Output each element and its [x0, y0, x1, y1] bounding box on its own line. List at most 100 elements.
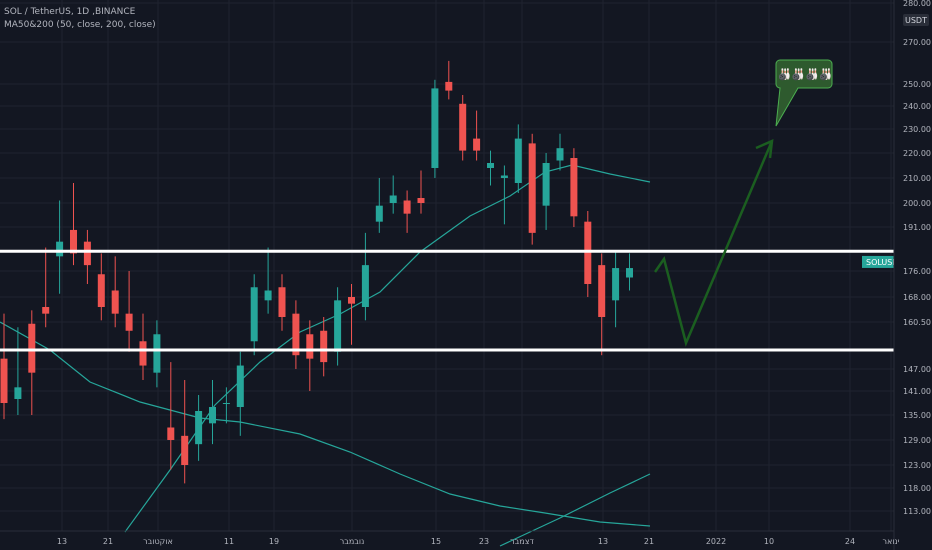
- time-tick-label: 10: [764, 537, 774, 546]
- symbol-title[interactable]: SOL / TetherUS, 1D ,BINANCE: [4, 7, 136, 17]
- time-tick-label: 21: [103, 537, 113, 546]
- price-tick-label: 200.00: [903, 199, 931, 208]
- candle-body: [361, 265, 369, 307]
- time-tick-label: 15: [431, 537, 441, 546]
- time-tick-label: אוקטובר: [143, 537, 173, 546]
- price-tick-label: 123.00: [903, 461, 931, 470]
- time-tick-label: 13: [598, 537, 608, 546]
- currency-badge[interactable]: [903, 14, 929, 26]
- candle-body: [626, 268, 633, 278]
- candle-body: [473, 138, 481, 151]
- candle-body: [375, 205, 383, 222]
- candle-body: [598, 265, 606, 317]
- candle-body: [264, 290, 272, 301]
- indicator-title[interactable]: MA50&200 (50, close, 200, close): [4, 20, 156, 30]
- candle-body: [0, 358, 8, 403]
- price-tick-label: 240.00: [903, 102, 931, 111]
- candle-body: [348, 297, 355, 304]
- candle-body: [584, 221, 592, 284]
- candle-body: [209, 407, 216, 424]
- ma200-line: [499, 473, 651, 547]
- time-tick-label: 19: [269, 537, 279, 546]
- candle-body: [125, 313, 133, 331]
- candle-body: [250, 287, 258, 342]
- candle-body: [459, 103, 467, 151]
- candle-body: [417, 198, 425, 203]
- time-axis[interactable]: 13 21 אוקטובר 11 19 נובמבר 15 23 דצמבר 13 21 2022 10…: [0, 530, 900, 546]
- candle-body: [278, 287, 286, 317]
- candle-body: [181, 435, 189, 465]
- callout-bubble: [775, 59, 833, 127]
- price-tick-label: 280.00: [903, 0, 931, 8]
- price-tick-label: 270.00: [903, 38, 931, 47]
- candle-body: [167, 427, 175, 440]
- time-tick-label: 11: [224, 537, 234, 546]
- projection-arrow[interactable]: [653, 138, 774, 347]
- horizontal-levels[interactable]: 182.75152.51SOLUSDT179.09: [0, 245, 931, 356]
- candle-body: [445, 81, 453, 91]
- candle-body: [195, 411, 203, 445]
- candles: [0, 60, 633, 484]
- candle-body: [292, 313, 300, 356]
- candle-body: [542, 163, 550, 206]
- price-badges: USDT: [903, 14, 929, 26]
- candle-body: [612, 268, 620, 301]
- last-price-symbol: SOLUSDT: [866, 258, 904, 267]
- price-tick-label: 250.00: [903, 80, 931, 89]
- candle-body: [556, 148, 564, 161]
- candle-body: [431, 88, 439, 168]
- time-tick-label: 2022: [706, 537, 726, 546]
- candle-body: [42, 307, 50, 314]
- time-tick-label: דצמבר: [510, 537, 534, 546]
- candle-body: [153, 334, 161, 373]
- projection-path: [653, 140, 774, 347]
- time-tick-label: נובמבר: [340, 537, 365, 546]
- candle-body: [14, 387, 22, 399]
- candle-body: [83, 241, 91, 266]
- candle-body: [403, 200, 411, 214]
- price-tick-label: 118.00: [903, 484, 931, 493]
- time-tick-label: 13: [57, 537, 67, 546]
- price-tick-label: 230.00: [903, 125, 931, 134]
- price-tick-label: 176.00: [903, 267, 931, 276]
- currency-badge-text: USDT: [905, 16, 927, 25]
- candle-body: [70, 229, 77, 254]
- candle-body: [514, 138, 522, 183]
- emoji-callout[interactable]: 🎳🎳🎳🎳: [775, 59, 833, 127]
- candle-body: [306, 334, 314, 359]
- price-tick-label: 168.00: [903, 293, 931, 302]
- candle-body: [389, 195, 397, 203]
- price-tick-label: 160.50: [903, 318, 931, 327]
- time-tick-label: ינואר: [882, 537, 899, 546]
- candle-body: [334, 300, 342, 352]
- price-tick-label: 210.00: [903, 174, 931, 183]
- candle-body: [111, 290, 119, 314]
- price-axis-bg: [894, 0, 932, 550]
- price-axis[interactable]: 113.00 118.00 123.00 129.00 135.00 141.00 147.…: [893, 0, 932, 550]
- price-tick-label: 113.00: [903, 507, 931, 516]
- candle-body: [222, 403, 230, 404]
- candle-body: [487, 163, 494, 168]
- time-tick-label: 23: [479, 537, 489, 546]
- candle-body: [500, 175, 508, 178]
- time-tick-label: 21: [644, 537, 654, 546]
- price-tick-label: 135.00: [903, 411, 931, 420]
- ma50-line-main: [124, 164, 651, 533]
- price-tick-label: 129.00: [903, 436, 931, 445]
- candle-body: [570, 158, 578, 217]
- time-tick-label: 24: [845, 537, 855, 546]
- ma50-line: [0, 321, 651, 527]
- moving-average-lines: [0, 164, 651, 547]
- price-tick-label: 141.00: [903, 387, 931, 396]
- price-tick-label: 220.00: [903, 149, 931, 158]
- price-tick-label: 191.00: [903, 223, 931, 232]
- candle-body: [320, 330, 328, 363]
- candle-body: [56, 241, 64, 257]
- candle-body: [139, 341, 147, 366]
- callout-emoji: 🎳🎳🎳🎳: [778, 68, 833, 82]
- candle-body: [528, 143, 536, 233]
- candle-body: [236, 365, 244, 407]
- price-tick-label: 147.00: [903, 365, 931, 374]
- candle-body: [97, 274, 105, 307]
